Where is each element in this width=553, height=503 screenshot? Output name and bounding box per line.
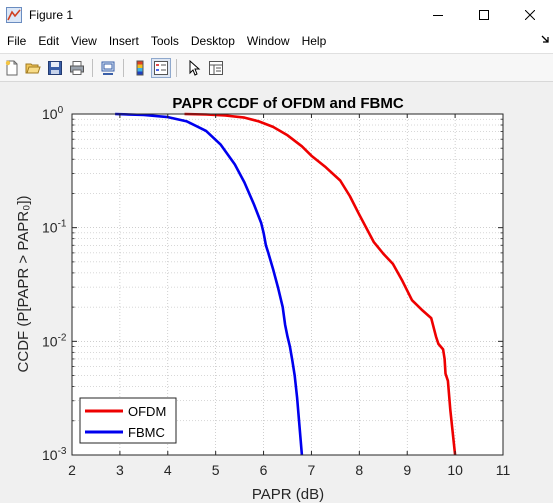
chart-title: PAPR CCDF of OFDM and FBMC (172, 95, 404, 112)
y-tick-base: 10 (42, 220, 58, 236)
y-tick-label: 10-3 (42, 446, 67, 463)
x-tick-label: 11 (496, 462, 511, 478)
legend-label-ofdm: OFDM (128, 404, 166, 419)
menu-window[interactable]: Window (246, 34, 290, 48)
save-button[interactable] (45, 58, 65, 78)
minimize-icon (433, 15, 443, 16)
maximize-button[interactable] (461, 0, 507, 30)
menu-insert[interactable]: Insert (108, 34, 139, 48)
x-tick-label: 7 (308, 462, 316, 478)
toolbar-separator (92, 59, 93, 77)
menu-help[interactable]: Help (301, 34, 327, 48)
legend[interactable]: OFDM FBMC (79, 397, 177, 444)
matlab-figure-icon (6, 7, 22, 23)
edit-plot-button[interactable] (184, 58, 204, 78)
property-inspector-button[interactable] (206, 58, 226, 78)
y-tick-label: 10-2 (42, 332, 67, 349)
maximize-icon (479, 10, 489, 20)
menu-desktop[interactable]: Desktop (190, 34, 235, 48)
y-axis-label: CCDF (P[PAPR > PAPR₀]) (15, 196, 32, 373)
y-tick-exponent: -1 (58, 219, 67, 230)
figure-toolbar (0, 53, 553, 82)
window-titlebar: Figure 1 (0, 0, 553, 30)
menu-file[interactable]: File (7, 34, 27, 48)
dock-arrow-icon[interactable] (541, 34, 551, 46)
new-figure-icon (5, 60, 18, 76)
data-series (115, 112, 457, 456)
y-tick-base: 10 (42, 333, 58, 349)
new-figure-button[interactable] (2, 58, 22, 78)
x-axis-label: PAPR (dB) (252, 486, 324, 503)
toolbar-separator (176, 59, 177, 77)
axis-ticks (71, 113, 504, 456)
y-tick-label: 100 (42, 105, 64, 122)
figure-canvas[interactable]: 2 3 4 5 6 7 8 9 10 11 10-3 10-2 10-1 100 PAPR CCDF o… (0, 82, 553, 503)
legend-box (79, 397, 177, 444)
insert-legend-icon (154, 61, 168, 75)
link-plot-icon (101, 61, 115, 75)
series-line-fbmc[interactable] (115, 112, 304, 456)
save-icon (48, 61, 62, 75)
menubar: File Edit View Insert Tools Desktop Wind… (0, 30, 553, 53)
x-tick-label: 4 (164, 462, 172, 478)
y-tick-base: 10 (42, 447, 58, 463)
toolbar-separator (123, 59, 124, 77)
close-icon (525, 10, 535, 20)
print-icon (70, 61, 84, 75)
property-inspector-icon (209, 61, 223, 75)
close-button[interactable] (507, 0, 553, 30)
series-line-ofdm[interactable] (184, 112, 457, 456)
y-tick-exponent: -3 (58, 446, 67, 457)
menu-edit[interactable]: Edit (38, 34, 60, 48)
x-tick-label: 10 (447, 462, 463, 478)
x-tick-label: 9 (403, 462, 411, 478)
link-plot-button[interactable] (98, 58, 118, 78)
minimize-button[interactable] (415, 0, 461, 30)
insert-legend-button[interactable] (151, 58, 171, 78)
x-tick-label: 8 (355, 462, 363, 478)
edit-plot-icon (189, 60, 201, 76)
insert-colorbar-icon (136, 60, 144, 76)
insert-colorbar-button[interactable] (130, 58, 150, 78)
axes-box (71, 113, 504, 456)
menu-tools[interactable]: Tools (150, 34, 179, 48)
x-tick-label: 2 (68, 462, 76, 478)
x-tick-labels: 2 3 4 5 6 7 8 9 10 11 (68, 462, 510, 478)
y-tick-exponent: 0 (58, 105, 64, 116)
print-button[interactable] (67, 58, 87, 78)
x-tick-label: 5 (212, 462, 220, 478)
window-title: Figure 1 (29, 8, 74, 22)
y-tick-label: 10-1 (42, 219, 67, 236)
legend-label-fbmc: FBMC (128, 425, 165, 440)
x-tick-label: 6 (260, 462, 268, 478)
open-file-icon (25, 63, 41, 74)
menu-view[interactable]: View (71, 34, 97, 48)
open-file-button[interactable] (23, 58, 43, 78)
y-tick-base: 10 (42, 106, 58, 122)
y-tick-exponent: -2 (58, 332, 67, 343)
x-tick-label: 3 (116, 462, 124, 478)
